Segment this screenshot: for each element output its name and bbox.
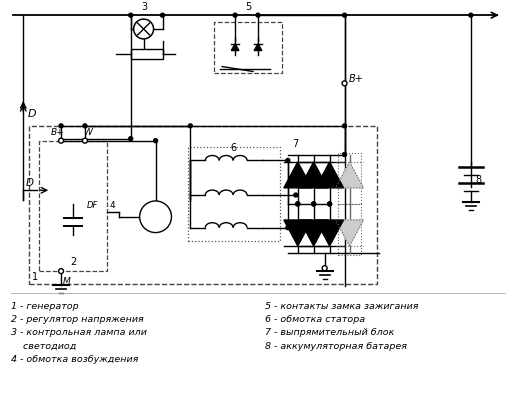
Circle shape (342, 82, 347, 87)
Bar (337, 153, 361, 205)
Circle shape (59, 139, 63, 144)
Text: 8 - аккумуляторная батарея: 8 - аккумуляторная батарея (265, 341, 407, 350)
Text: 8: 8 (476, 175, 482, 185)
Circle shape (256, 14, 260, 18)
Text: 3: 3 (141, 2, 148, 12)
Bar (214, 23, 282, 74)
Bar (188, 147, 280, 242)
Text: 4: 4 (110, 200, 116, 209)
Circle shape (59, 125, 63, 128)
Text: 2 - регулятор напряжения: 2 - регулятор напряжения (11, 314, 144, 323)
Text: D: D (27, 109, 36, 119)
Circle shape (286, 226, 290, 230)
Bar (131, 50, 163, 59)
Circle shape (188, 125, 192, 128)
Text: 6: 6 (230, 142, 236, 152)
Circle shape (328, 203, 332, 207)
Circle shape (160, 14, 165, 18)
Polygon shape (335, 221, 363, 246)
Circle shape (328, 203, 332, 207)
Circle shape (134, 20, 154, 40)
Circle shape (294, 194, 298, 198)
Circle shape (59, 269, 63, 274)
Polygon shape (300, 162, 328, 188)
Text: M: M (63, 276, 71, 285)
Polygon shape (231, 45, 239, 51)
Circle shape (343, 125, 347, 128)
Circle shape (296, 203, 300, 207)
Circle shape (469, 14, 473, 18)
Circle shape (83, 139, 87, 144)
Text: 4 - обмотка возбуждения: 4 - обмотка возбуждения (11, 354, 139, 363)
Circle shape (312, 203, 316, 207)
Text: 1 - генератор: 1 - генератор (11, 301, 79, 310)
Circle shape (154, 140, 157, 143)
Text: W: W (83, 128, 92, 137)
Text: DF: DF (87, 200, 99, 209)
Circle shape (83, 125, 87, 128)
Text: светодиод: светодиод (11, 341, 77, 350)
Text: 7: 7 (292, 138, 298, 148)
Bar (39, 141, 107, 271)
Polygon shape (284, 221, 312, 246)
Circle shape (128, 138, 133, 141)
Circle shape (322, 266, 327, 271)
Bar (29, 127, 377, 284)
Circle shape (343, 14, 347, 18)
Circle shape (343, 153, 347, 157)
Text: B+: B+ (348, 74, 363, 84)
Text: 3 - контрольная лампа или: 3 - контрольная лампа или (11, 328, 147, 336)
Polygon shape (254, 45, 262, 51)
Circle shape (296, 203, 300, 207)
Polygon shape (316, 162, 344, 188)
Text: 1: 1 (32, 271, 38, 282)
Circle shape (233, 14, 237, 18)
Text: D: D (25, 178, 33, 188)
Bar (337, 205, 361, 256)
Circle shape (128, 14, 133, 18)
Text: 5 - контакты замка зажигания: 5 - контакты замка зажигания (265, 301, 418, 310)
Circle shape (140, 201, 171, 233)
Text: 7 - выпрямительный блок: 7 - выпрямительный блок (265, 328, 394, 336)
Polygon shape (335, 162, 363, 188)
Polygon shape (284, 162, 312, 188)
Text: 5: 5 (245, 2, 251, 12)
Text: 6 - обмотка статора: 6 - обмотка статора (265, 314, 365, 323)
Circle shape (286, 159, 290, 163)
Circle shape (312, 203, 316, 207)
Polygon shape (316, 221, 344, 246)
Polygon shape (300, 221, 328, 246)
Text: B+: B+ (51, 128, 64, 137)
Text: 2: 2 (70, 257, 76, 267)
